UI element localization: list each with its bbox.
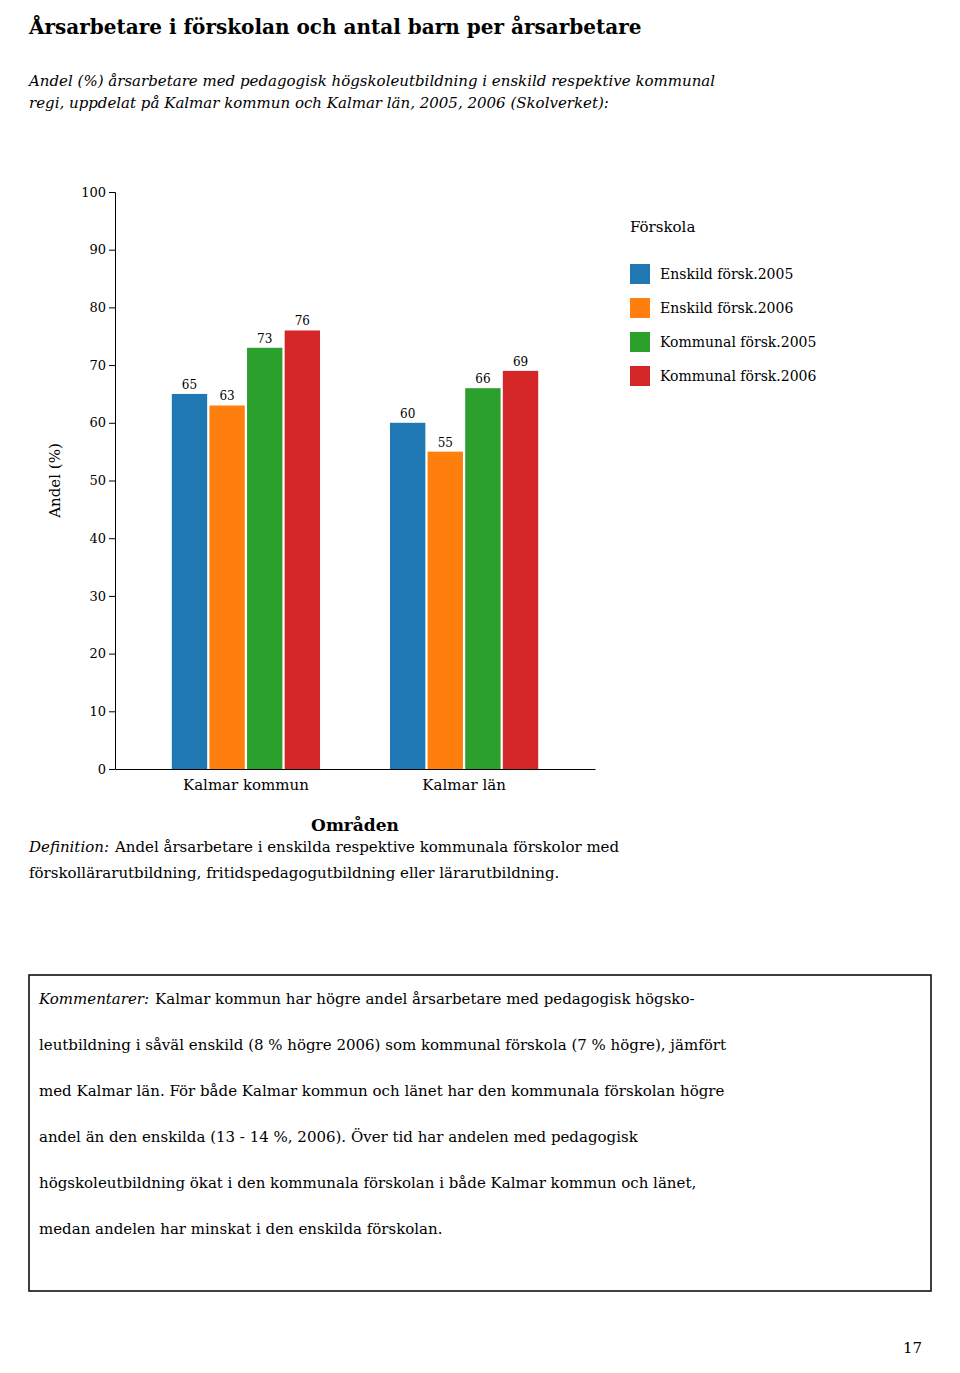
y-axis-title: Andel (%) — [46, 443, 64, 519]
legend-label: Enskild försk.2006 — [660, 300, 793, 316]
annotation-text: förskollärarutbildning, fritidspedagogut… — [29, 864, 559, 882]
y-tick: 30 — [89, 589, 115, 604]
y-tick-mark — [109, 365, 115, 366]
annotation: Definition: Andel årsarbetare i enskilda … — [28, 838, 619, 882]
legend-label: Kommunal försk.2006 — [660, 368, 817, 384]
bar — [285, 330, 320, 769]
bar — [428, 452, 463, 769]
annotation-text: leutbildning i såväl enskild (8 % högre … — [39, 1036, 726, 1054]
x-axis-line — [116, 769, 596, 770]
legend: Förskola Enskild försk.2005 Enskild försk.… — [630, 218, 817, 386]
data-label: 66 — [475, 372, 490, 386]
subtitle: regi, uppdelat på Kalmar kommun och Kalm… — [29, 94, 609, 112]
annotation-label: Definition: — [28, 838, 109, 856]
legend-swatch — [630, 332, 650, 352]
bar — [503, 371, 538, 769]
plot: 65 60 63 55 73 66 76 69 0 10 20 30 40 50 60 70 80 90 100 Ka… — [81, 185, 595, 794]
y-tick-label: 30 — [89, 589, 106, 604]
annotation-text: med Kalmar län. För både Kalmar kommun o… — [39, 1082, 724, 1100]
bars — [172, 330, 538, 769]
x-tick: Kalmar kommun — [183, 769, 309, 794]
bar — [247, 348, 282, 769]
comment-box — [29, 975, 931, 1291]
data-label: 76 — [295, 314, 310, 328]
data-label: 55 — [438, 436, 453, 450]
x-axis: Kalmar kommun Kalmar län — [116, 769, 596, 794]
data-label: 69 — [513, 355, 528, 369]
y-tick-mark — [109, 423, 115, 424]
annotation-text: Andel årsarbetare i enskilda respektive … — [114, 838, 620, 856]
y-tick-mark — [109, 307, 115, 308]
annotation-label: Kommentarer: — [38, 990, 149, 1008]
legend-item: Kommunal försk.2006 — [630, 366, 817, 386]
bar — [465, 388, 500, 769]
annotation: Kommentarer: Kalmar kommun har högre ande… — [29, 975, 931, 1291]
y-tick-mark — [109, 192, 115, 193]
y-axis: 0 10 20 30 40 50 60 70 80 90 100 — [81, 185, 115, 777]
legend-label: Kommunal försk.2005 — [660, 334, 816, 350]
y-tick: 60 — [89, 415, 115, 430]
y-tick-label: 20 — [89, 646, 106, 661]
y-tick-label: 50 — [89, 473, 106, 488]
data-label: 73 — [257, 332, 272, 346]
bar — [172, 394, 207, 769]
bar — [390, 423, 425, 769]
y-tick: 70 — [89, 358, 115, 373]
bar-series — [285, 330, 539, 769]
y-tick: 80 — [89, 300, 115, 315]
x-axis-title: Områden — [311, 815, 399, 835]
y-tick-label: 80 — [89, 300, 106, 315]
legend-swatch — [630, 366, 650, 386]
x-tick-label: Kalmar kommun — [183, 776, 309, 794]
chart: Årsarbetare i förskolan och antal barn p… — [0, 0, 960, 1373]
y-tick-label: 10 — [89, 704, 106, 719]
y-tick-mark — [109, 654, 115, 655]
data-label: 60 — [400, 407, 415, 421]
annotation-text: högskoleutbildning ökat i den kommunala … — [39, 1174, 696, 1192]
y-tick-mark — [109, 769, 115, 770]
annotation-text: medan andelen har minskat i den enskilda… — [39, 1220, 442, 1238]
legend-item: Kommunal försk.2005 — [630, 332, 816, 352]
legend-title: Förskola — [630, 218, 695, 236]
y-tick-mark — [109, 481, 115, 482]
y-tick-label: 40 — [89, 531, 106, 546]
data-label: 65 — [182, 378, 197, 392]
x-tick-label: Kalmar län — [422, 776, 506, 794]
y-tick: 40 — [89, 531, 115, 546]
subtitle: Andel (%) årsarbetare med pedagogisk hög… — [27, 72, 715, 90]
y-tick-label: 100 — [81, 185, 106, 200]
annotation-text: Kalmar kommun har högre andel årsarbetar… — [155, 990, 694, 1008]
y-tick-label: 60 — [89, 415, 106, 430]
y-tick: 90 — [89, 242, 115, 257]
y-tick-mark — [109, 596, 115, 597]
title: Årsarbetare i förskolan och antal barn p… — [28, 15, 641, 39]
legend-item: Enskild försk.2005 — [630, 264, 793, 284]
y-tick: 10 — [89, 704, 115, 719]
x-tick: Kalmar län — [422, 769, 506, 794]
y-tick: 100 — [81, 185, 115, 200]
annotation-text: andel än den enskilda (13 - 14 %, 2006).… — [39, 1128, 639, 1146]
page-number: 17 — [903, 1339, 922, 1357]
data-labels: 65 60 63 55 73 66 76 69 — [182, 314, 528, 449]
y-tick-label: 90 — [89, 242, 106, 257]
data-label: 63 — [219, 389, 234, 403]
y-tick-mark — [109, 711, 115, 712]
bar — [209, 405, 244, 769]
y-tick: 0 — [98, 762, 115, 777]
y-tick-label: 70 — [89, 358, 106, 373]
y-tick-label: 0 — [98, 762, 106, 777]
y-tick: 50 — [89, 473, 115, 488]
legend-swatch — [630, 298, 650, 318]
y-tick: 20 — [89, 646, 115, 661]
legend-label: Enskild försk.2005 — [660, 266, 793, 282]
y-tick-mark — [109, 250, 115, 251]
legend-item: Enskild försk.2006 — [630, 298, 793, 318]
y-tick-mark — [109, 538, 115, 539]
y-axis-line — [109, 193, 116, 770]
legend-swatch — [630, 264, 650, 284]
